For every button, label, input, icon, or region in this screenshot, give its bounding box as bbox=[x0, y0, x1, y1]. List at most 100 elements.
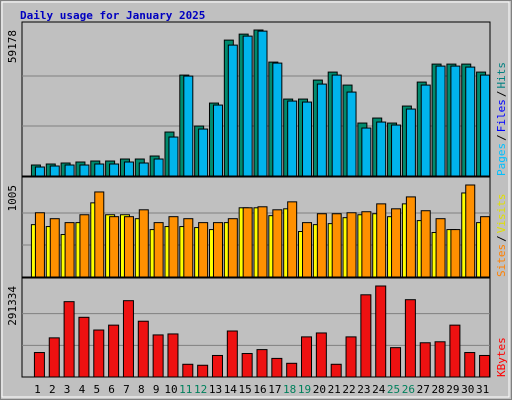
legend-entry: KBytes bbox=[495, 337, 508, 377]
bar bbox=[404, 299, 416, 378]
bar bbox=[315, 332, 327, 378]
bar bbox=[479, 354, 491, 378]
x-tick-label: 11 bbox=[179, 383, 192, 396]
bar bbox=[272, 209, 283, 278]
bar bbox=[464, 352, 476, 378]
x-tick-label: 25 bbox=[387, 383, 400, 396]
label-separator: / bbox=[495, 91, 508, 98]
y-axis-label: Sites /Visits bbox=[495, 194, 508, 278]
bar bbox=[198, 128, 209, 177]
x-tick-label: 29 bbox=[446, 383, 459, 396]
bar bbox=[272, 62, 283, 177]
bar bbox=[256, 349, 268, 378]
bar bbox=[435, 65, 446, 177]
bar bbox=[391, 124, 402, 177]
x-tick-label: 20 bbox=[313, 383, 326, 396]
bar bbox=[183, 218, 194, 278]
bar bbox=[138, 209, 149, 278]
bar bbox=[153, 158, 164, 177]
bar bbox=[331, 74, 342, 177]
x-tick-label: 13 bbox=[209, 383, 222, 396]
bar bbox=[480, 216, 491, 278]
bar bbox=[405, 108, 416, 177]
bar bbox=[94, 163, 105, 177]
legend-entry: Sites bbox=[495, 244, 508, 277]
bar bbox=[108, 324, 120, 378]
bar bbox=[301, 336, 313, 378]
bar bbox=[211, 354, 223, 378]
bar bbox=[287, 100, 298, 177]
bar bbox=[123, 216, 134, 278]
y-axis-label: KBytes bbox=[495, 337, 508, 377]
bar bbox=[123, 161, 134, 177]
bar bbox=[212, 104, 223, 177]
x-tick-label: 10 bbox=[164, 383, 177, 396]
x-tick-label: 22 bbox=[342, 383, 355, 396]
bar bbox=[345, 336, 357, 378]
bar bbox=[331, 213, 342, 278]
bar bbox=[122, 300, 134, 378]
legend-entry: Visits bbox=[495, 194, 508, 234]
x-tick-label: 1 bbox=[34, 383, 41, 396]
bar bbox=[78, 316, 90, 378]
bar bbox=[182, 363, 194, 378]
bar bbox=[302, 222, 313, 278]
bar bbox=[109, 216, 120, 278]
bar bbox=[435, 218, 446, 278]
bar bbox=[346, 212, 357, 278]
x-tick-label: 6 bbox=[108, 383, 115, 396]
x-tick-label: 9 bbox=[153, 383, 160, 396]
bar bbox=[420, 210, 431, 278]
x-tick-label: 21 bbox=[328, 383, 341, 396]
bar bbox=[153, 222, 164, 278]
bar bbox=[287, 201, 298, 278]
bar bbox=[257, 206, 268, 278]
bar bbox=[271, 357, 283, 378]
bar bbox=[480, 74, 491, 177]
bar bbox=[405, 196, 416, 278]
bar bbox=[391, 208, 402, 278]
bar bbox=[450, 65, 461, 177]
x-tick-label: 24 bbox=[372, 383, 386, 396]
bar bbox=[226, 330, 238, 378]
bar bbox=[64, 222, 75, 278]
x-tick-label: 17 bbox=[268, 383, 281, 396]
bar bbox=[361, 211, 372, 278]
bar bbox=[183, 75, 194, 177]
bar bbox=[390, 347, 402, 378]
bar bbox=[152, 334, 164, 378]
bar bbox=[316, 83, 327, 177]
x-tick-label: 16 bbox=[253, 383, 266, 396]
x-tick-label: 3 bbox=[64, 383, 71, 396]
bar bbox=[79, 164, 90, 177]
x-tick-label: 18 bbox=[283, 383, 296, 396]
bar bbox=[375, 285, 387, 378]
x-tick-label: 12 bbox=[194, 383, 207, 396]
x-tick-label: 2 bbox=[49, 383, 56, 396]
chart-title: Daily usage for January 2025 bbox=[20, 9, 205, 22]
x-tick-label: 28 bbox=[431, 383, 444, 396]
x-tick-label: 5 bbox=[93, 383, 100, 396]
y-tick-label: 59178 bbox=[6, 30, 19, 63]
bar bbox=[79, 214, 90, 278]
x-tick-label: 7 bbox=[123, 383, 130, 396]
bar bbox=[330, 363, 342, 378]
bar bbox=[361, 127, 372, 177]
x-tick-label: 15 bbox=[239, 383, 252, 396]
x-tick-label: 23 bbox=[357, 383, 370, 396]
y-axis-label: Pages/Files/Hits bbox=[495, 62, 508, 176]
bar bbox=[241, 353, 253, 378]
bar bbox=[167, 333, 179, 378]
bar bbox=[376, 203, 387, 278]
bar bbox=[449, 324, 461, 378]
bar bbox=[49, 218, 60, 278]
bar bbox=[138, 162, 149, 177]
bar bbox=[346, 91, 357, 177]
bar bbox=[197, 364, 209, 378]
bar bbox=[257, 30, 268, 177]
bar bbox=[64, 164, 75, 177]
bar bbox=[168, 136, 179, 177]
bar bbox=[450, 229, 461, 278]
bar bbox=[48, 337, 60, 378]
